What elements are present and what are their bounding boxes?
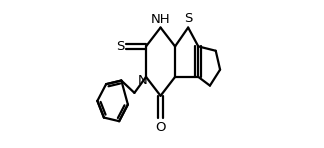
Text: S: S bbox=[184, 12, 192, 25]
Text: N: N bbox=[138, 74, 148, 87]
Text: O: O bbox=[155, 121, 166, 134]
Text: NH: NH bbox=[151, 13, 170, 26]
Text: S: S bbox=[116, 40, 125, 53]
